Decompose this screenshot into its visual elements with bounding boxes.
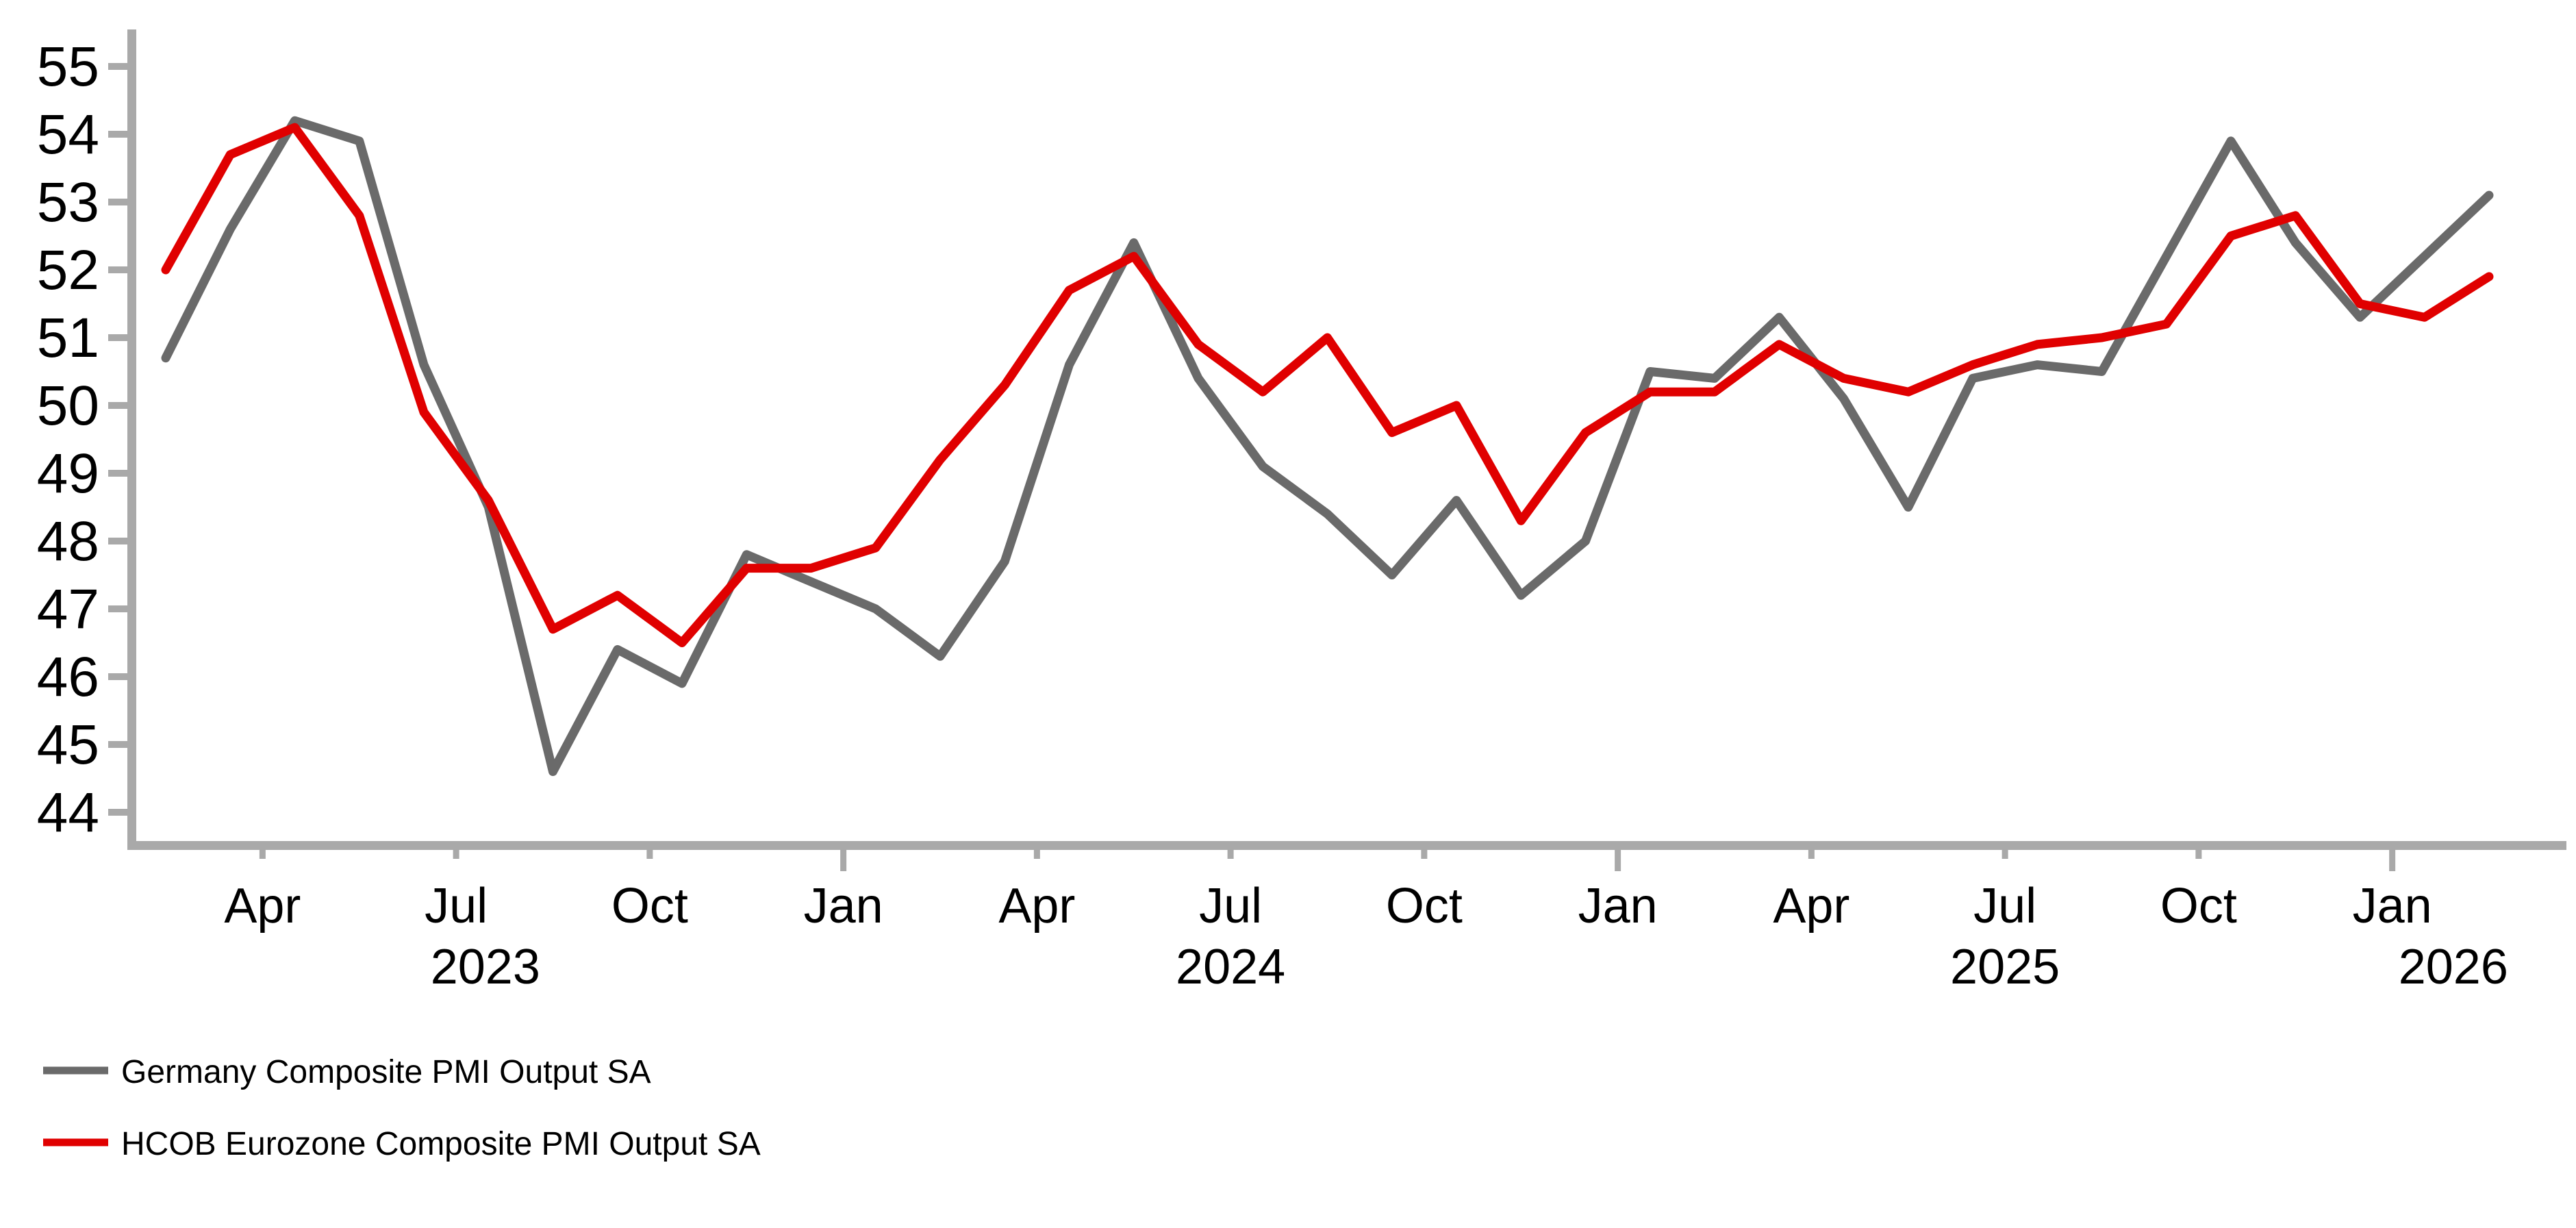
x-year-label-2025: 2025 [1950,940,2060,994]
y-tick-marks [108,63,127,816]
x-tick-label-2023-10: Oct [611,879,688,933]
x-tick-marks [259,850,2396,871]
x-tick-label-2024-10: Oct [1386,879,1463,933]
legend: Germany Composite PMI Output SA HCOB Eur… [43,1054,761,1162]
y-tick-label-44: 44 [37,781,99,844]
series-lines [161,116,2494,777]
x-tick-label-2023-04: Apr [224,879,301,933]
y-tick-label-51: 51 [37,307,99,369]
x-tick-label-2024-01: Jan [804,879,883,933]
x-tick-label-2025-10: Oct [2160,879,2237,933]
y-tick-label-47: 47 [37,578,99,640]
x-tick-label-2025-07: Jul [1973,879,2036,933]
y-tick-label-55: 55 [37,36,99,98]
germany-series-line [161,116,2494,777]
y-tick-label-53: 53 [37,171,99,234]
legend-label-eurozone: HCOB Eurozone Composite PMI Output SA [121,1126,761,1162]
x-year-label-2026: 2026 [2399,940,2508,994]
y-tick-label-52: 52 [37,239,99,301]
x-tick-label-2023-07: Jul [425,879,488,933]
y-tick-label-50: 50 [37,375,99,437]
x-tick-labels: Apr Jul Oct Jan Apr Jul Oct Jan Apr Jul Oct Jan [224,879,2432,933]
x-year-labels: 2023 2024 2025 2026 [431,940,2508,994]
y-tick-label-49: 49 [37,442,99,505]
x-tick-label-2024-04: Apr [998,879,1075,933]
y-tick-label-46: 46 [37,646,99,708]
x-tick-label-2024-07: Jul [1199,879,1262,933]
x-year-label-2023: 2023 [431,940,540,994]
x-year-label-2024: 2024 [1176,940,1285,994]
legend-label-germany: Germany Composite PMI Output SA [121,1054,651,1090]
x-tick-label-2025-01: Jan [1578,879,1658,933]
eurozone-series-line [161,123,2494,647]
x-tick-label-2026-01: Jan [2353,879,2432,933]
y-tick-label-54: 54 [37,103,99,166]
y-tick-label-48: 48 [37,510,99,573]
x-tick-label-2025-04: Apr [1773,879,1849,933]
y-tick-label-45: 45 [37,714,99,776]
